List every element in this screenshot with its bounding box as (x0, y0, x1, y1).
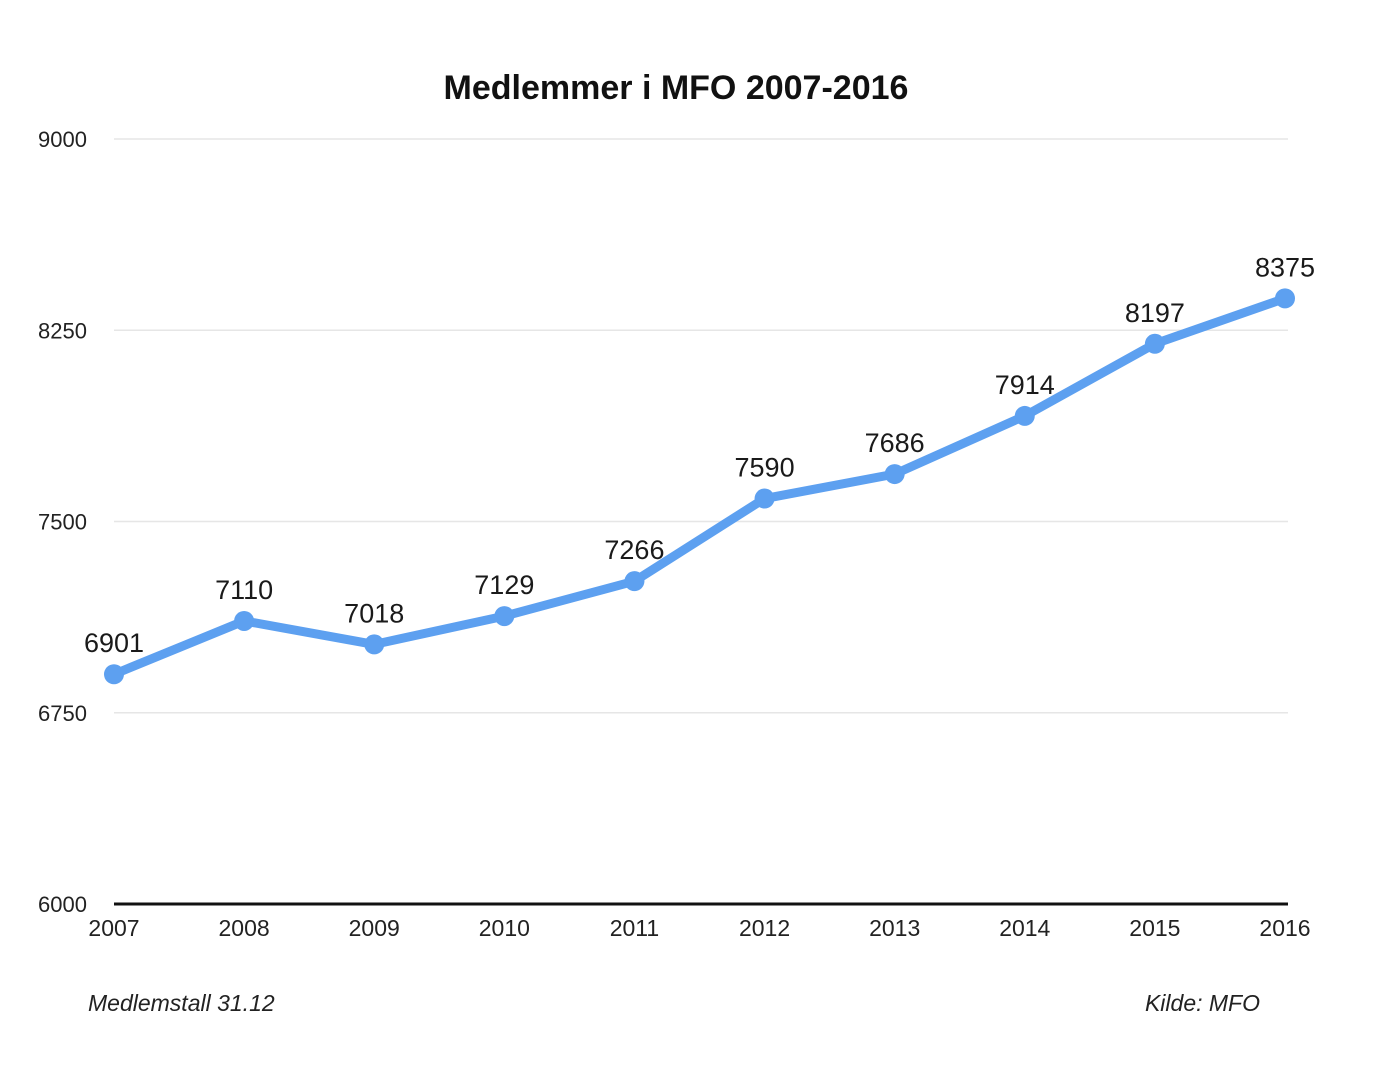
y-tick-label: 7500 (38, 510, 87, 535)
data-point (754, 488, 775, 509)
data-point (1144, 333, 1165, 354)
data-label: 7018 (344, 598, 404, 628)
data-point (494, 606, 515, 627)
data-point (624, 571, 645, 592)
x-tick-label: 2013 (869, 915, 920, 941)
x-tick-label: 2007 (88, 915, 139, 941)
y-axis-ticks: 9000 8250 7500 6750 6000 (38, 127, 87, 917)
x-tick-label: 2011 (610, 915, 659, 941)
footnote-left: Medlemstall 31.12 (88, 990, 275, 1016)
data-label: 7110 (215, 575, 273, 605)
data-label: 7266 (604, 535, 664, 565)
data-label: 8197 (1125, 298, 1185, 328)
x-tick-label: 2012 (739, 915, 790, 941)
x-tick-label: 2015 (1129, 915, 1180, 941)
x-tick-label: 2008 (219, 915, 270, 941)
y-tick-label: 9000 (38, 127, 87, 152)
data-label: 7914 (995, 370, 1055, 400)
x-axis-ticks: 2007 2008 2009 2010 2011 2012 2013 2014 2015 2016 (88, 915, 1310, 941)
data-label: 7590 (735, 453, 795, 483)
data-point (1014, 405, 1035, 426)
data-point (364, 634, 385, 655)
footnote-right: Kilde: MFO (1145, 990, 1260, 1016)
data-point (104, 664, 124, 685)
data-label: 8375 (1255, 252, 1315, 282)
data-label: 6901 (84, 628, 144, 658)
x-tick-label: 2016 (1259, 915, 1310, 941)
data-point (1275, 288, 1295, 309)
x-tick-label: 2010 (479, 915, 530, 941)
y-tick-label: 6000 (38, 892, 87, 917)
chart-title: Medlemmer i MFO 2007-2016 (444, 69, 909, 107)
data-point (234, 610, 255, 631)
data-labels: 6901 7110 7018 7129 7266 7590 7686 7914 8197 8375 (84, 252, 1315, 658)
y-tick-label: 8250 (38, 318, 87, 343)
y-tick-label: 6750 (38, 701, 87, 726)
gridlines (114, 138, 1288, 714)
series-members (104, 288, 1295, 685)
x-tick-label: 2009 (349, 915, 400, 941)
data-label: 7129 (474, 570, 534, 600)
series-line (109, 293, 1290, 679)
data-label: 7686 (865, 428, 925, 458)
data-point (884, 464, 905, 485)
x-tick-label: 2014 (999, 915, 1050, 941)
